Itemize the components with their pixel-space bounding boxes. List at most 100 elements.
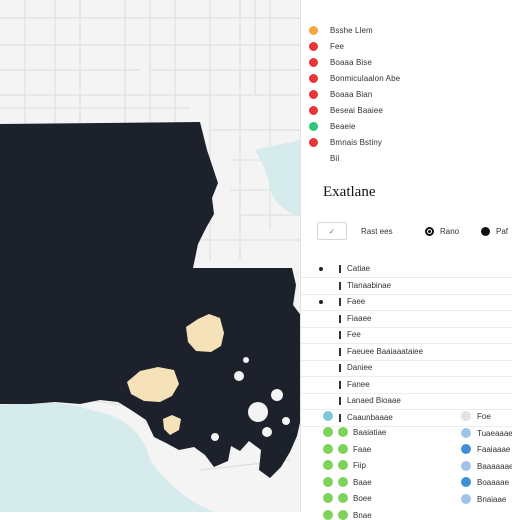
group-dot-icon[interactable] (323, 493, 333, 503)
legend-label: Boaaa Bian (330, 89, 373, 99)
legend-label: Bil (330, 153, 340, 163)
legend-label: Beaeie (330, 121, 356, 131)
legend-swatch-icon (309, 121, 318, 131)
group-dot-icon[interactable] (323, 509, 333, 520)
item-marker-icon (339, 314, 341, 323)
item-marker-icon (339, 281, 341, 290)
legend-swatch-icon (309, 73, 318, 83)
group-dot-icon[interactable] (461, 493, 471, 504)
legend-label: Fee (330, 41, 345, 51)
mode-label: Rast ees (361, 222, 393, 240)
group-label: Tuaeaaae (477, 428, 512, 438)
group-label: Fiip (353, 461, 366, 470)
group-label: Baaiatiae (353, 428, 387, 437)
radio-option-2[interactable]: Paf (481, 222, 508, 240)
list-item-label: Faee (347, 297, 366, 306)
group-label: Baaaaaae (477, 461, 512, 471)
coast-gaps (211, 357, 290, 441)
legend-swatch-icon (309, 57, 318, 67)
water-area (0, 140, 300, 512)
panel-title: Exatlane (323, 184, 376, 200)
highlight-region-a[interactable] (186, 314, 224, 352)
list-item[interactable]: Fee (301, 328, 512, 344)
group-label: Boee (353, 494, 372, 503)
group-dot-icon[interactable] (461, 427, 471, 438)
list-item-label: Caaunbaaae (347, 412, 393, 422)
item-marker-icon (339, 413, 341, 422)
legend-item[interactable]: Beseai Baaiee (309, 104, 383, 116)
list-item[interactable]: Lanaed Bioaae (301, 394, 512, 410)
legend-label: Boaaa Bise (330, 57, 372, 67)
item-marker-icon (339, 397, 341, 405)
region-shape[interactable] (0, 122, 300, 478)
legend-item[interactable]: Beaeie (309, 120, 356, 132)
bullet-icon (319, 300, 323, 304)
highlight-region-b[interactable] (127, 367, 179, 402)
item-marker-icon (339, 331, 341, 339)
group-dot-icon[interactable] (461, 411, 471, 421)
legend-item[interactable]: Boaaa Bise (309, 56, 372, 68)
list-item[interactable]: Fiaaee (301, 312, 512, 328)
mode-label-text: Rast ees (361, 226, 393, 236)
list-item-label: Fiaaee (347, 313, 372, 323)
legend-item[interactable]: Bmnais Bstiny (309, 136, 382, 148)
radio-selected-icon (425, 226, 434, 236)
list-item[interactable]: Daniee (301, 361, 512, 377)
list-item[interactable]: Faeuee Baaiaaataiee (301, 345, 512, 361)
list-item-label: Faeuee Baaiaaataiee (347, 346, 424, 356)
group-dot-icon[interactable] (338, 427, 348, 437)
item-marker-icon (339, 298, 341, 306)
radio-icon (481, 226, 490, 236)
group-dot-icon[interactable] (338, 476, 348, 487)
group-dot-icon[interactable] (323, 443, 333, 454)
group-label: Bnaiaae (477, 494, 507, 504)
radio-option-1[interactable]: Rano (425, 222, 459, 240)
group-dot-icon[interactable] (323, 476, 333, 487)
legend-item[interactable]: Fee (309, 40, 344, 52)
legend-swatch-icon (309, 105, 318, 115)
legend-swatch-icon (309, 154, 318, 163)
legend-swatch-icon (309, 89, 318, 99)
list-item[interactable]: Tlanaabinae (301, 279, 512, 295)
legend-item[interactable]: Bsshe Llem (309, 24, 373, 36)
group-dot-icon[interactable] (338, 493, 348, 503)
select-label: ✓ (328, 226, 336, 236)
legend-label: Bsshe Llem (330, 25, 373, 35)
group-label: Faae (353, 444, 372, 454)
list-item[interactable]: Caaunbaaae (301, 411, 512, 427)
group-dot-icon[interactable] (338, 460, 348, 470)
item-marker-icon (339, 347, 341, 356)
group-dot-icon[interactable] (461, 477, 471, 487)
item-marker-icon (339, 265, 341, 273)
list-item[interactable]: Fanee (301, 378, 512, 394)
map-canvas[interactable] (0, 0, 300, 512)
highlight-region-c[interactable] (163, 415, 181, 435)
legend-swatch-icon (309, 137, 318, 147)
group-label: Foe (477, 412, 491, 421)
list-item-label: Lanaed Bioaae (347, 396, 401, 405)
list-item[interactable]: Faee (301, 295, 512, 311)
legend-item[interactable]: Boaaa Bian (309, 88, 372, 100)
group-dot-icon[interactable] (323, 460, 333, 470)
group-dot-icon[interactable] (461, 444, 471, 454)
radio-option-2-label: Paf (496, 226, 509, 236)
group-dot-icon[interactable] (323, 427, 333, 437)
legend-swatch-icon (309, 25, 318, 35)
legend-item[interactable]: Bil (309, 152, 339, 164)
radio-option-1-label: Rano (440, 226, 460, 236)
select-toggle[interactable]: ✓ (317, 222, 347, 240)
list-item[interactable]: Catiae (301, 262, 512, 278)
group-label: Faaiaaae (477, 445, 511, 454)
group-dot-icon[interactable] (323, 411, 333, 421)
list-item-label: Daniee (347, 363, 373, 372)
legend-item[interactable]: Bonmiculaalon Abe (309, 72, 400, 84)
list-item-label: Fee (347, 330, 361, 339)
list-item-label: Fanee (347, 379, 370, 389)
group-dot-icon[interactable] (338, 443, 348, 454)
legend-label: Bmnais Bstiny (330, 137, 382, 147)
map-view[interactable] (0, 0, 300, 512)
group-label: Baae (353, 477, 372, 487)
group-dot-icon[interactable] (338, 509, 348, 520)
group-dot-icon[interactable] (461, 460, 471, 471)
bullet-icon (319, 267, 323, 271)
